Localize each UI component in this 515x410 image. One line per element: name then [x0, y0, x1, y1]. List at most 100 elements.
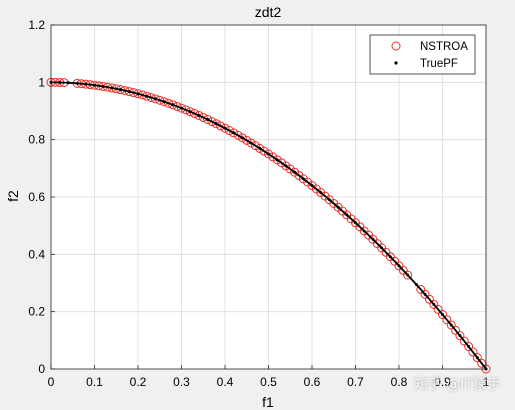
truepf-point	[101, 84, 105, 88]
nstroa-point	[472, 353, 482, 363]
nstroa-point	[159, 97, 169, 107]
x-tick-label: 0.4	[217, 375, 234, 389]
nstroa-point	[438, 310, 447, 320]
truepf-point	[206, 117, 210, 121]
nstroa-point	[229, 128, 239, 138]
nstroa-point	[242, 135, 252, 145]
nstroa-point	[237, 133, 247, 143]
truepf-point	[258, 146, 262, 150]
truepf-point	[441, 313, 444, 317]
series-truepf	[49, 80, 488, 371]
y-tick-label: 0.6	[28, 190, 45, 204]
truepf-point	[249, 141, 253, 145]
truepf-point	[75, 81, 79, 85]
chart-title: zdt2	[255, 4, 282, 20]
truepf-point	[110, 86, 114, 90]
nstroa-point	[194, 110, 204, 120]
truepf-point	[267, 152, 270, 156]
nstroa-point	[168, 100, 178, 110]
legend-label-truepf: TruePF	[420, 58, 458, 70]
truepf-point	[119, 88, 123, 92]
y-tick-label: 1.2	[28, 18, 45, 32]
nstroa-point	[216, 121, 226, 131]
truepf-point	[388, 255, 392, 259]
nstroa-point	[464, 342, 474, 352]
y-tick-label: 0.8	[28, 133, 45, 147]
truepf-point	[336, 205, 340, 209]
legend-marker-truepf	[394, 61, 398, 65]
truepf-point	[240, 136, 244, 140]
truepf-point	[432, 302, 436, 306]
nstroa-point	[451, 325, 461, 335]
truepf-point	[301, 177, 305, 181]
nstroa-point	[181, 105, 191, 115]
truepf-point	[171, 103, 175, 107]
nstroa-point	[172, 101, 182, 111]
x-tick-label: 0.5	[260, 375, 277, 389]
nstroa-point	[207, 117, 217, 127]
truepf-point	[310, 184, 314, 188]
truepf-point	[362, 229, 366, 233]
nstroa-point	[124, 87, 134, 97]
truepf-point	[162, 100, 166, 104]
truepf-point	[188, 110, 192, 114]
x-tick-label: 1	[483, 375, 490, 389]
x-axis-label: f1	[262, 394, 274, 410]
truepf-point	[406, 273, 410, 277]
nstroa-point	[224, 126, 234, 136]
truepf-point	[284, 164, 288, 168]
truepf-point	[449, 323, 453, 327]
nstroa-point	[233, 130, 243, 140]
nstroa-point	[259, 146, 269, 156]
truepf-point	[84, 82, 88, 86]
nstroa-point	[150, 94, 160, 104]
truepf-point	[458, 334, 462, 338]
y-tick-label: 0.2	[28, 305, 45, 319]
truepf-point	[58, 80, 62, 84]
nstroa-point	[185, 107, 195, 117]
truepf-point	[127, 90, 131, 94]
nstroa-point	[250, 141, 260, 151]
nstroa-point	[198, 112, 208, 122]
x-tick-label: 0.6	[304, 375, 321, 389]
legend-marker-nstroa	[391, 41, 401, 51]
truepf-point	[214, 122, 218, 126]
y-tick-label: 1	[38, 75, 45, 89]
truepf-point	[180, 106, 183, 110]
truepf-point	[319, 191, 323, 195]
nstroa-point	[142, 91, 152, 101]
nstroa-point	[455, 331, 465, 341]
truepf-point	[397, 264, 401, 268]
y-tick-label: 0	[38, 362, 45, 376]
x-tick-label: 0.8	[391, 375, 408, 389]
legend: NSTROA TruePF	[369, 34, 476, 75]
nstroa-point	[177, 103, 186, 113]
truepf-point	[467, 345, 471, 349]
truepf-point	[197, 113, 201, 117]
nstroa-point	[163, 98, 173, 108]
truepf-point	[371, 237, 375, 241]
y-axis-label: f2	[5, 190, 21, 202]
truepf-point	[345, 213, 349, 217]
y-tick-label: 0.4	[28, 247, 45, 261]
truepf-point	[145, 94, 149, 98]
nstroa-point	[220, 123, 230, 133]
truepf-point	[232, 131, 236, 135]
truepf-point	[153, 97, 157, 101]
truepf-point	[414, 283, 418, 287]
truepf-point	[475, 356, 479, 360]
truepf-point	[423, 292, 427, 296]
nstroa-point	[446, 320, 456, 330]
x-tick-label: 0	[48, 375, 55, 389]
legend-label-nstroa: NSTROA	[420, 41, 468, 53]
x-tick-label: 0.2	[130, 375, 147, 389]
truepf-point	[354, 221, 357, 225]
x-tick-label: 0.9	[434, 375, 451, 389]
nstroa-point	[133, 89, 143, 99]
x-tick-label: 0.3	[173, 375, 190, 389]
series-layer	[46, 77, 491, 374]
truepf-point	[327, 198, 331, 202]
nstroa-point	[442, 315, 452, 325]
legend-box	[369, 34, 476, 75]
